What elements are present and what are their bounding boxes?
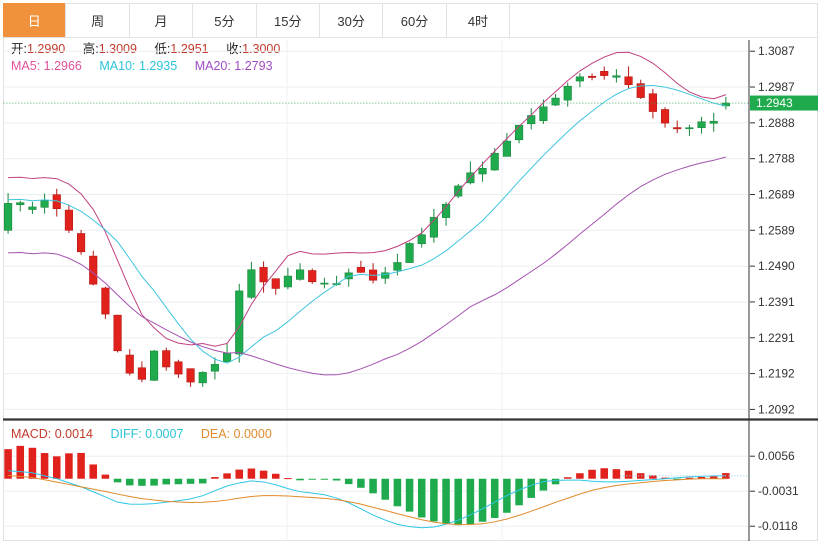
svg-text:1.2291: 1.2291 [758, 331, 795, 345]
svg-text:1.2689: 1.2689 [758, 187, 795, 201]
svg-text:1.2490: 1.2490 [758, 259, 795, 273]
svg-text:-0.0118: -0.0118 [758, 519, 798, 533]
svg-text:0.0056: 0.0056 [758, 449, 795, 463]
svg-text:1.2943: 1.2943 [756, 96, 793, 110]
svg-text:1.2589: 1.2589 [758, 223, 795, 237]
svg-text:1.2888: 1.2888 [758, 116, 795, 130]
svg-text:1.2192: 1.2192 [758, 367, 795, 381]
svg-text:1.3087: 1.3087 [758, 44, 795, 58]
svg-text:1.2092: 1.2092 [758, 402, 795, 416]
svg-text:1.2987: 1.2987 [758, 80, 795, 94]
svg-text:-0.0031: -0.0031 [758, 484, 799, 498]
svg-text:1.2788: 1.2788 [758, 152, 795, 166]
svg-text:1.2391: 1.2391 [758, 295, 795, 309]
